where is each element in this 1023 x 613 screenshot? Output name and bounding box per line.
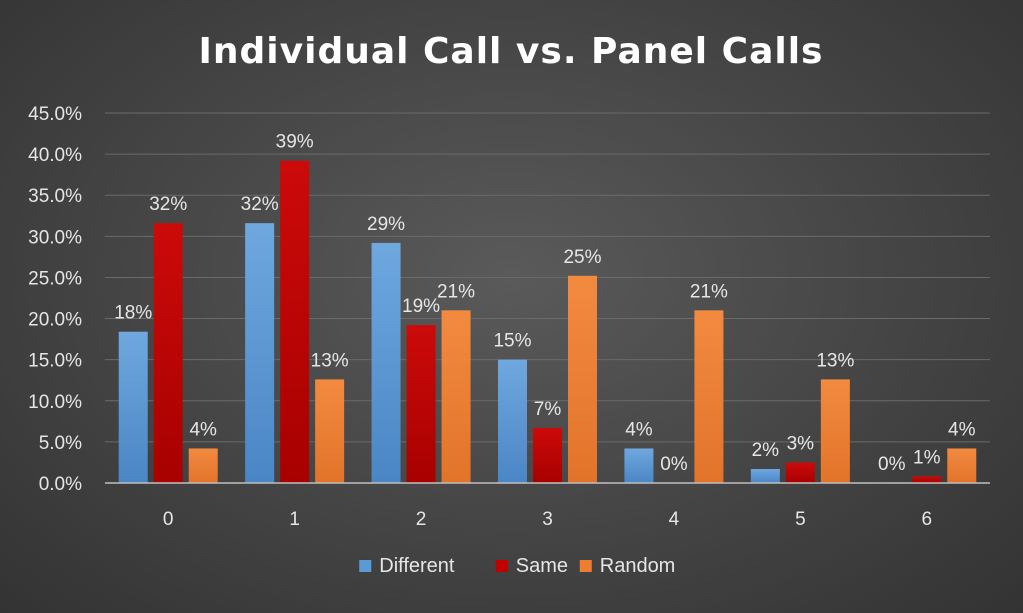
data-label: 0%	[660, 454, 688, 475]
x-tick-label: 3	[542, 509, 553, 530]
data-label: 13%	[311, 350, 349, 371]
data-label: 29%	[367, 214, 405, 235]
data-label: 3%	[787, 433, 815, 454]
x-axis: 0 1 2 3 4 5 6	[105, 482, 990, 530]
data-label: 25%	[563, 247, 601, 268]
bar-random	[568, 275, 597, 483]
legend: Different Same Random	[359, 555, 675, 577]
bar-same	[912, 476, 942, 483]
y-tick-label: 30.0%	[28, 227, 82, 248]
x-tick-label: 0	[163, 509, 174, 530]
bar-different	[624, 448, 654, 483]
bar-random	[315, 379, 345, 483]
y-tick-label: 20.0%	[28, 310, 82, 331]
y-tick-label: 5.0%	[39, 433, 82, 454]
legend-label: Different	[379, 555, 455, 577]
data-label: 15%	[493, 331, 531, 352]
y-tick-label: 35.0%	[28, 186, 82, 207]
bar-random	[820, 379, 850, 483]
y-tick-label: 25.0%	[28, 268, 82, 289]
y-tick-label: 10.0%	[28, 392, 82, 413]
x-tick-label: 2	[416, 509, 427, 530]
x-tick-label: 1	[289, 509, 300, 530]
bar-different	[245, 223, 275, 483]
data-label: 13%	[816, 350, 854, 371]
bar-random	[694, 310, 724, 483]
y-tick-label: 15.0%	[28, 351, 82, 372]
legend-swatch-different	[359, 560, 372, 572]
bar-different	[118, 331, 148, 483]
data-label: 39%	[276, 132, 314, 153]
x-tick-label: 5	[795, 509, 806, 530]
data-label: 7%	[534, 399, 562, 420]
gridlines	[105, 112, 990, 443]
bars	[118, 160, 977, 483]
x-tick-label: 4	[669, 509, 680, 530]
data-label: 1%	[913, 447, 941, 468]
bar-same	[280, 160, 310, 483]
legend-label: Same	[516, 555, 568, 577]
bar-random	[947, 448, 977, 483]
legend-swatch-same	[495, 560, 508, 572]
legend-label: Random	[600, 555, 676, 577]
bar-same	[406, 325, 436, 483]
bar-different	[498, 359, 527, 483]
data-label: 4%	[948, 419, 976, 440]
data-label: 4%	[189, 419, 217, 440]
bar-same	[153, 223, 183, 483]
y-axis: 0.0% 5.0% 10.0% 15.0% 20.0% 25.0% 30.0% 35.0% 40…	[28, 104, 82, 495]
y-tick-label: 0.0%	[39, 474, 82, 495]
data-labels: 18%32%4%32%39%13%29%19%21%15%7%25%4%0%21…	[114, 132, 975, 475]
bar-same	[533, 427, 562, 483]
bar-different	[750, 469, 780, 483]
bar-different	[371, 242, 401, 483]
bar-random	[188, 448, 218, 483]
bar-random	[441, 310, 471, 483]
y-tick-label: 40.0%	[28, 145, 82, 166]
data-label: 18%	[114, 303, 152, 324]
data-label: 21%	[437, 281, 475, 302]
data-label: 32%	[149, 194, 187, 215]
data-label: 0%	[878, 454, 906, 475]
data-label: 21%	[690, 281, 728, 302]
data-label: 19%	[402, 296, 440, 317]
chart-title: Individual Call vs. Panel Calls	[199, 31, 824, 72]
data-label: 32%	[241, 194, 279, 215]
bar-same	[785, 462, 815, 483]
x-tick-label: 6	[921, 509, 932, 530]
y-tick-label: 45.0%	[28, 104, 82, 125]
legend-swatch-random	[579, 560, 592, 572]
data-label: 2%	[752, 440, 780, 461]
data-label: 4%	[625, 419, 653, 440]
